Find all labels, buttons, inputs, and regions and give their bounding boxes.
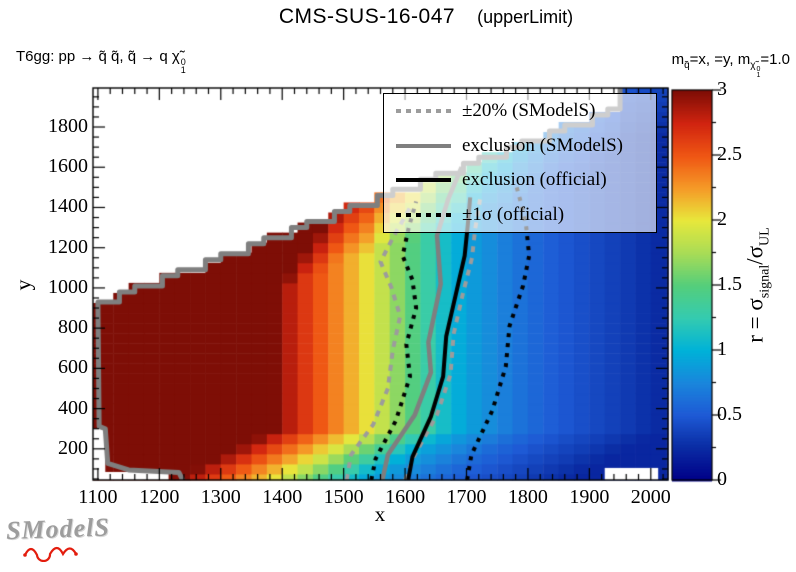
legend-item: exclusion (official) (384, 164, 656, 197)
legend-line-swatch (396, 143, 451, 148)
colorbar-tick-label: 0.5 (717, 403, 742, 425)
y-tick-label: 1600 (48, 155, 88, 178)
legend-line-swatch (396, 212, 451, 217)
y-tick-label: 800 (58, 316, 88, 339)
x-tick-label: 1200 (139, 486, 180, 508)
y-tick-label: 1200 (48, 235, 88, 258)
smodels-watermark: SModelS (5, 512, 126, 562)
x-tick-label: 1800 (507, 486, 548, 508)
legend-label: ±20% (SModelS) (462, 100, 596, 122)
legend-line-swatch (396, 109, 451, 114)
legend-label: exclusion (official) (462, 169, 607, 191)
smodels-watermark-text: SModelS (5, 512, 111, 546)
colorbar-tick-label: 2.5 (717, 143, 742, 165)
colorbar-tick-label: 2 (717, 208, 727, 230)
x-tick-label: 1900 (569, 486, 610, 508)
legend-item: exclusion (SModelS) (384, 129, 656, 162)
y-axis-title: y (10, 279, 36, 291)
x-axis-title: x (374, 502, 386, 526)
x-tick-label: 1500 (323, 486, 364, 508)
x-tick-label: 1600 (385, 486, 426, 508)
legend-item: ±20% (SModelS) (384, 95, 656, 128)
title-main: CMS-SUS-16-047 (278, 5, 456, 28)
y-tick-label: 1000 (48, 275, 88, 298)
y-tick-label: 400 (58, 396, 88, 419)
legend-line-swatch (396, 178, 451, 183)
figure-title: CMS-SUS-16-047 (upperLimit) (0, 5, 796, 29)
y-tick-label: 1400 (48, 195, 88, 218)
y-tick-label: 1800 (48, 115, 88, 138)
x-tick-label: 1300 (200, 486, 241, 508)
process-label: T6gg: pp → q̃ q̃, q̃ → q χ̃ 0 1 (16, 48, 186, 75)
mass-assumption-label: mq̃=x, =y, mχ̃ 0 1 =1.0 (671, 51, 790, 79)
colorbar-tick-label: 1 (717, 338, 727, 360)
x-tick-label: 2000 (630, 486, 671, 508)
title-paren: (upperLimit) (477, 7, 574, 27)
smodels-watermark-squiggle-icon (23, 546, 78, 562)
x-tick-label: 1400 (262, 486, 303, 508)
legend-label: ±1σ (official) (462, 203, 565, 225)
colorbar-tick-label: 3 (717, 78, 727, 100)
legend-item: ±1σ (official) (384, 198, 656, 231)
x-tick-label: 1100 (78, 486, 118, 508)
legend-label: exclusion (SModelS) (462, 134, 623, 156)
x-tick-label: 1700 (446, 486, 487, 508)
colorbar-title: r = σsignal/σUL (742, 227, 773, 343)
legend: ±20% (SModelS) exclusion (SModelS) exclusi… (383, 93, 657, 233)
colorbar-tick-label: 0 (717, 468, 727, 490)
y-tick-label: 600 (58, 356, 88, 379)
y-tick-label: 200 (58, 436, 88, 459)
colorbar-tick-label: 1.5 (717, 273, 742, 295)
